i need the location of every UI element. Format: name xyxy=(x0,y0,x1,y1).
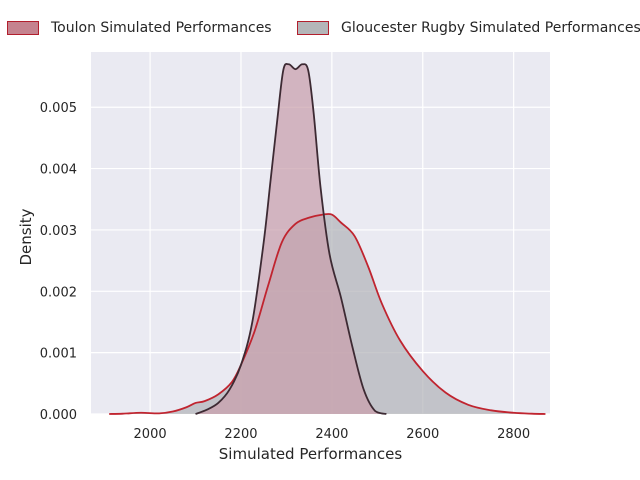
x-tick-label: 2200 xyxy=(224,427,257,442)
density-line-gloucester xyxy=(109,212,546,415)
y-axis-ticks: 0.000 0.001 0.002 0.003 0.004 0.005 xyxy=(40,101,77,423)
density-areas xyxy=(109,62,546,415)
y-tick-label: 0.001 xyxy=(40,347,77,362)
x-axis-ticks: 2000 2200 2400 2600 2800 xyxy=(134,427,531,442)
y-tick-label: 0.002 xyxy=(40,285,77,300)
x-tick-label: 2400 xyxy=(315,427,348,442)
legend-label-gloucester: Gloucester Rugby Simulated Performances xyxy=(341,20,640,36)
legend-label-toulon: Toulon Simulated Performances xyxy=(51,20,272,36)
x-tick-label: 2800 xyxy=(497,427,530,442)
legend-item-toulon: Toulon Simulated Performances xyxy=(7,20,272,36)
x-tick-label: 2600 xyxy=(406,427,439,442)
legend: Toulon Simulated Performances Gloucester… xyxy=(0,20,640,42)
x-axis-label: Simulated Performances xyxy=(219,445,403,463)
legend-item-gloucester: Gloucester Rugby Simulated Performances xyxy=(297,20,640,36)
legend-swatch-gloucester xyxy=(297,21,329,35)
y-tick-label: 0.000 xyxy=(40,408,77,423)
y-axis-label: Density xyxy=(17,208,35,265)
density-fill-toulon xyxy=(195,63,387,415)
density-line-toulon xyxy=(195,62,387,415)
y-tick-label: 0.004 xyxy=(40,163,77,178)
legend-swatch-toulon xyxy=(7,21,39,35)
x-tick-label: 2000 xyxy=(134,427,167,442)
y-tick-label: 0.005 xyxy=(40,101,77,116)
y-tick-label: 0.003 xyxy=(40,224,77,239)
